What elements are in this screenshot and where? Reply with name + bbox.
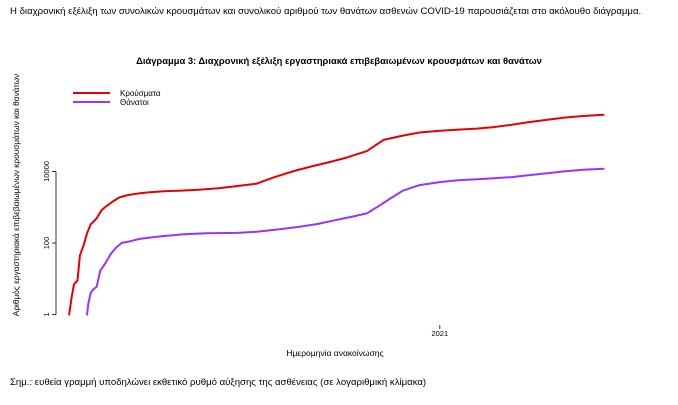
x-axis-label: Ημερομηνία ανακοίνωσης — [286, 348, 383, 358]
y-tick-label: 100 — [42, 237, 51, 250]
y-axis-label: Αριθμός εργαστηριακά επιβεβαιωμένων κρου… — [11, 74, 21, 316]
chart-lines — [68, 113, 605, 316]
chart-axes: 1 100 10000 2021 — [42, 161, 448, 338]
series-line-cases — [68, 113, 605, 316]
footnote: Σημ.: ευθεία γραμμή υποδηλώνει εκθετικό … — [10, 377, 427, 388]
y-tick-label: 1 — [42, 312, 51, 316]
series-line-deaths — [86, 167, 605, 316]
legend-label: Κρούσματα — [120, 89, 161, 98]
y-tick-label: 10000 — [42, 161, 51, 182]
legend-label: Θάνατοι — [120, 98, 149, 107]
chart-title: Διάγραμμα 3: Διαχρονική εξέλιξη εργαστηρ… — [136, 55, 542, 66]
x-tick-label: 2021 — [431, 329, 448, 338]
intro-paragraph: Η διαχρονική εξέλιξη των συνολικών κρουσ… — [10, 6, 642, 17]
